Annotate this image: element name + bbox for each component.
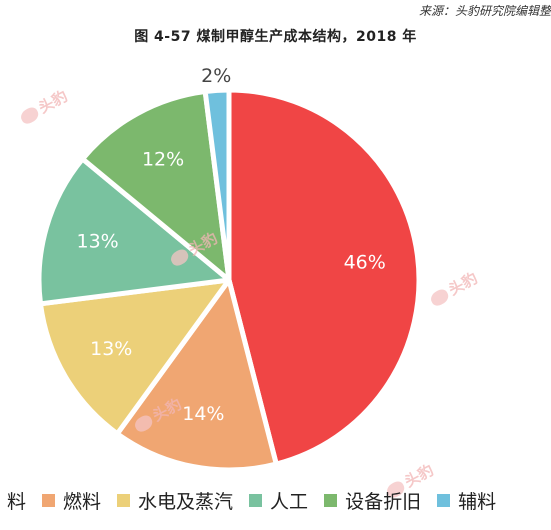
chart-title: 图 4-57 煤制甲醇生产成本结构，2018 年	[134, 29, 417, 45]
legend-item-5: 设备折旧	[324, 487, 421, 514]
pie-slice-1	[226, 87, 422, 467]
pie-slice-3	[37, 277, 232, 437]
legend-swatch	[117, 493, 131, 507]
pie-slice-5	[80, 88, 232, 283]
legend-label: 燃料	[63, 490, 102, 513]
chart-legend: 料 燃料 水电及蒸汽 人工 设备折旧 辅料	[0, 484, 512, 516]
legend-swatch	[324, 493, 338, 507]
pie-slice-4	[36, 156, 232, 307]
legend-item-2: 燃料	[42, 487, 101, 514]
legend-label: 料	[7, 490, 27, 513]
legend-label: 辅料	[458, 490, 497, 513]
slice-label-4: 13%	[77, 230, 119, 252]
legend-item-1: 料	[0, 487, 26, 514]
pie-labels: 46% 14% 13% 13% 12% 2%	[77, 65, 386, 425]
legend-swatch	[437, 493, 451, 507]
legend-swatch	[42, 493, 56, 507]
slice-label-1: 46%	[344, 251, 386, 273]
legend-item-6: 辅料	[437, 487, 496, 514]
pie-slices	[36, 87, 422, 473]
legend-swatch	[249, 493, 263, 507]
legend-label: 水电及蒸汽	[138, 490, 234, 513]
source-note: 来源：头豹研究院编辑整	[418, 4, 551, 18]
legend-item-3: 水电及蒸汽	[117, 487, 233, 514]
slice-label-3: 13%	[90, 338, 132, 360]
slice-label-5: 12%	[142, 149, 184, 171]
pie-slice-2	[114, 277, 279, 473]
slice-label-6: 2%	[201, 65, 231, 87]
slice-label-2: 14%	[182, 403, 224, 425]
legend-label: 人工	[270, 490, 309, 513]
pie-slice-6	[202, 87, 232, 283]
legend-label: 设备折旧	[345, 490, 422, 513]
legend-item-4: 人工	[249, 487, 308, 514]
